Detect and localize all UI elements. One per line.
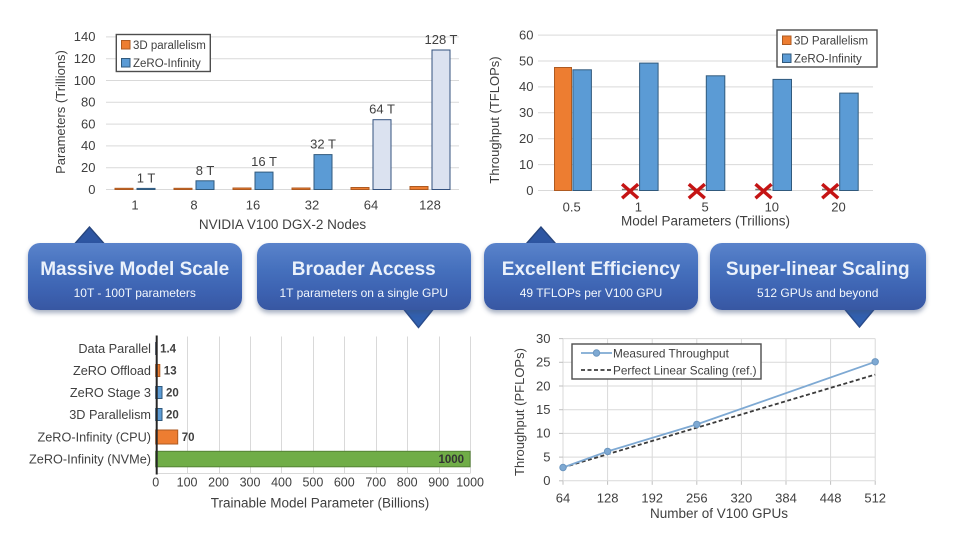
- svg-text:3D parallelism: 3D parallelism: [133, 40, 206, 52]
- svg-text:200: 200: [208, 476, 229, 490]
- svg-text:1 T: 1 T: [137, 170, 156, 185]
- svg-text:ZeRO Offload: ZeRO Offload: [73, 364, 151, 378]
- svg-text:5: 5: [543, 449, 550, 464]
- svg-text:300: 300: [240, 476, 261, 490]
- svg-text:5: 5: [701, 200, 708, 215]
- svg-text:3D Parallelism: 3D Parallelism: [69, 408, 151, 422]
- svg-text:40: 40: [81, 138, 95, 153]
- svg-text:13: 13: [164, 366, 177, 378]
- svg-text:8 T: 8 T: [196, 163, 215, 178]
- svg-text:NVIDIA V100 DGX-2 Nodes: NVIDIA V100 DGX-2 Nodes: [199, 217, 367, 232]
- svg-text:30: 30: [519, 105, 533, 120]
- svg-text:Perfect Linear Scaling (ref.): Perfect Linear Scaling (ref.): [613, 363, 757, 377]
- svg-text:80: 80: [81, 95, 95, 110]
- svg-text:100: 100: [177, 476, 198, 490]
- svg-text:60: 60: [81, 116, 95, 131]
- svg-text:Model Parameters (Trillions): Model Parameters (Trillions): [621, 214, 790, 229]
- svg-text:8: 8: [190, 198, 197, 213]
- svg-text:1: 1: [131, 198, 138, 213]
- svg-text:40: 40: [519, 79, 533, 94]
- svg-text:ZeRO-Infinity (CPU): ZeRO-Infinity (CPU): [38, 431, 152, 445]
- svg-text:Throughput (PFLOPs): Throughput (PFLOPs): [512, 348, 527, 476]
- svg-text:1000: 1000: [439, 454, 465, 466]
- svg-text:20: 20: [831, 200, 845, 215]
- svg-text:120: 120: [74, 51, 96, 66]
- svg-text:16 T: 16 T: [251, 154, 277, 169]
- svg-text:3D Parallelism: 3D Parallelism: [794, 35, 868, 47]
- svg-text:15: 15: [536, 402, 550, 417]
- svg-text:20: 20: [166, 410, 179, 422]
- svg-text:1.4: 1.4: [160, 344, 177, 356]
- svg-text:600: 600: [334, 476, 355, 490]
- svg-text:128: 128: [419, 198, 441, 213]
- svg-text:0: 0: [526, 183, 533, 198]
- svg-text:Number of V100 GPUs: Number of V100 GPUs: [650, 506, 788, 521]
- svg-text:64: 64: [556, 491, 570, 506]
- svg-text:64 T: 64 T: [369, 102, 395, 117]
- svg-text:1: 1: [635, 200, 642, 215]
- svg-text:Parameters (Trillions): Parameters (Trillions): [53, 50, 68, 174]
- svg-text:10: 10: [765, 200, 779, 215]
- svg-text:30: 30: [536, 331, 550, 346]
- svg-text:ZeRO-Infinity: ZeRO-Infinity: [133, 58, 201, 70]
- svg-text:700: 700: [365, 476, 386, 490]
- svg-text:50: 50: [519, 53, 533, 68]
- svg-text:20: 20: [166, 388, 179, 400]
- svg-text:128 T: 128 T: [424, 32, 457, 47]
- svg-text:400: 400: [271, 476, 292, 490]
- svg-text:64: 64: [364, 198, 378, 213]
- svg-text:10: 10: [519, 157, 533, 172]
- svg-text:16: 16: [246, 198, 260, 213]
- svg-text:ZeRO Stage 3: ZeRO Stage 3: [70, 386, 151, 400]
- svg-text:Measured Throughput: Measured Throughput: [613, 346, 730, 360]
- svg-text:Throughput (TFLOPs): Throughput (TFLOPs): [487, 56, 502, 183]
- svg-text:0: 0: [152, 476, 159, 490]
- svg-text:0.5: 0.5: [563, 200, 581, 215]
- svg-text:60: 60: [519, 27, 533, 42]
- svg-text:384: 384: [775, 491, 797, 506]
- svg-text:32: 32: [305, 198, 319, 213]
- svg-text:20: 20: [536, 378, 550, 393]
- svg-text:0: 0: [543, 473, 550, 488]
- svg-text:256: 256: [686, 491, 708, 506]
- svg-text:100: 100: [74, 73, 96, 88]
- svg-text:500: 500: [302, 476, 323, 490]
- svg-text:128: 128: [597, 491, 619, 506]
- svg-text:20: 20: [519, 131, 533, 146]
- svg-text:900: 900: [428, 476, 449, 490]
- svg-text:1000: 1000: [456, 476, 484, 490]
- svg-text:32 T: 32 T: [310, 137, 336, 152]
- svg-text:70: 70: [182, 432, 195, 444]
- svg-text:512: 512: [864, 491, 886, 506]
- svg-text:10: 10: [536, 426, 550, 441]
- svg-text:Trainable Model Parameter (Bil: Trainable Model Parameter (Billions): [211, 496, 430, 511]
- svg-text:800: 800: [397, 476, 418, 490]
- svg-text:448: 448: [820, 491, 842, 506]
- svg-text:192: 192: [641, 491, 663, 506]
- svg-text:320: 320: [731, 491, 753, 506]
- svg-text:25: 25: [536, 355, 550, 370]
- svg-text:0: 0: [88, 182, 95, 197]
- svg-text:140: 140: [74, 29, 96, 44]
- svg-text:ZeRO-Infinity: ZeRO-Infinity: [794, 53, 862, 65]
- svg-text:Data Parallel: Data Parallel: [78, 342, 151, 356]
- svg-text:20: 20: [81, 160, 95, 175]
- svg-text:ZeRO-Infinity (NVMe): ZeRO-Infinity (NVMe): [29, 453, 151, 467]
